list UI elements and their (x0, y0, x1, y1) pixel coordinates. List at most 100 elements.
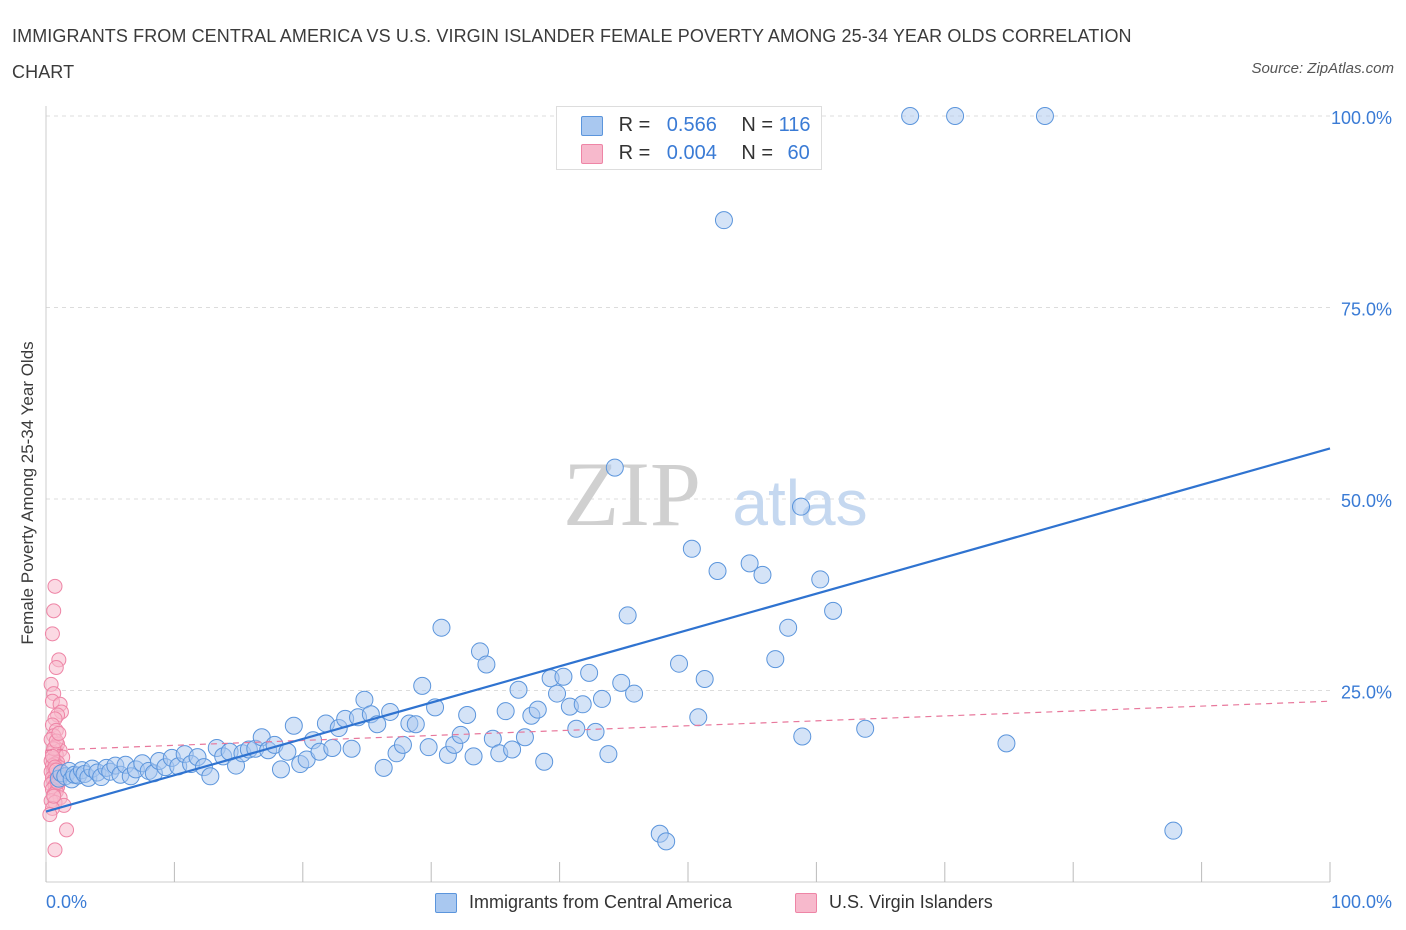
data-point-virgin-islanders (59, 822, 75, 838)
data-point-central-america (509, 680, 528, 699)
data-point-central-america (406, 715, 425, 734)
data-point-central-america (374, 758, 393, 777)
data-point-central-america (946, 107, 965, 125)
legend-swatch-pink (581, 143, 603, 164)
data-point-central-america (432, 618, 451, 637)
legend-r-label: R = (618, 142, 651, 164)
data-point-central-america (554, 667, 573, 686)
data-point-central-america (791, 497, 810, 516)
data-point-central-america (605, 458, 624, 477)
data-point-central-america (599, 745, 618, 764)
tick-labels: 25.0% 50.0% 75.0% 100.0% 0.0% 100.0% (46, 108, 1392, 912)
data-point-central-america (528, 700, 547, 719)
data-point-central-america (793, 727, 812, 746)
data-point-central-america (567, 719, 586, 738)
data-point-central-america (201, 767, 220, 786)
data-point-virgin-islanders (44, 626, 60, 642)
grid-lines (46, 115, 1330, 691)
correlation-legend: R = 0.566 N = 116 R = 0.004 N = 60 (556, 106, 822, 170)
data-point-central-america (580, 663, 599, 682)
legend-n-value: 60 (787, 142, 810, 164)
data-point-central-america (496, 702, 515, 721)
data-point-central-america (766, 650, 785, 669)
data-point-central-america (657, 832, 676, 851)
data-point-central-america (535, 752, 554, 771)
data-point-central-america (682, 539, 701, 558)
data-point-central-america (592, 689, 611, 708)
data-point-central-america (1164, 821, 1183, 840)
data-point-central-america (612, 673, 631, 692)
legend-swatch-blue (581, 115, 603, 136)
data-point-central-america (464, 747, 483, 766)
legend-n-label: N = (741, 142, 774, 164)
data-point-central-america (515, 728, 534, 747)
watermark-zip: ZIP (563, 443, 701, 545)
data-point-central-america (740, 554, 759, 573)
data-point-central-america (458, 706, 477, 725)
legend-row-central-america: R = 0.566 N = 116 (581, 113, 811, 137)
chart-title: IMMIGRANTS FROM CENTRAL AMERICA VS U.S. … (12, 26, 1132, 82)
legend-r-label: R = (618, 114, 651, 136)
data-point-central-america (997, 734, 1016, 753)
legend-r-value: 0.004 (666, 142, 717, 164)
data-point-central-america (824, 601, 843, 620)
data-point-central-america (779, 618, 798, 637)
y-tick-label: 100.0% (1331, 108, 1392, 128)
data-point-central-america (901, 107, 920, 125)
data-point-virgin-islanders (47, 578, 63, 594)
data-point-central-america (393, 735, 412, 754)
series-legend-label: Immigrants from Central America (469, 892, 733, 912)
data-point-virgin-islanders (48, 660, 64, 676)
data-point-virgin-islanders (46, 788, 62, 804)
y-tick-label: 25.0% (1341, 683, 1392, 703)
data-point-central-america (451, 725, 470, 744)
data-point-central-america (811, 570, 830, 589)
series-legend-label: U.S. Virgin Islanders (829, 892, 993, 912)
series-central-america-points (49, 107, 1183, 851)
data-point-virgin-islanders (51, 725, 67, 741)
data-point-central-america (670, 654, 689, 673)
legend-row-virgin-islanders: R = 0.004 N = 60 (581, 141, 819, 165)
trend-line-central-america (45, 447, 1331, 813)
data-point-central-america (323, 738, 342, 757)
trend-lines (45, 447, 1331, 813)
trend-line-virgin-islanders (45, 700, 1331, 751)
data-point-central-america (714, 211, 733, 230)
data-point-central-america (477, 655, 496, 674)
series-legend-swatch-pink (795, 893, 817, 914)
legend-n-label: N = (741, 114, 774, 136)
data-point-central-america (548, 684, 567, 703)
data-point-central-america (503, 740, 522, 759)
y-tick-label: 50.0% (1341, 491, 1392, 511)
data-point-central-america (708, 562, 727, 581)
legend-n-value: 116 (778, 114, 811, 136)
x-tick-label: 100.0% (1331, 892, 1392, 912)
data-point-central-america (1035, 107, 1054, 125)
data-point-central-america (586, 722, 605, 741)
data-point-central-america (695, 670, 714, 689)
data-point-central-america (689, 708, 708, 727)
data-point-central-america (573, 695, 592, 714)
data-point-central-america (753, 565, 772, 584)
data-point-virgin-islanders (47, 842, 63, 858)
data-point-central-america (271, 760, 290, 779)
data-point-central-america (284, 716, 303, 735)
series-legend-virgin-islanders: U.S. Virgin Islanders (795, 890, 993, 914)
data-point-central-america (413, 676, 432, 695)
data-point-central-america (856, 719, 875, 738)
data-point-central-america (625, 684, 644, 703)
data-point-central-america (618, 606, 637, 625)
series-legend: Immigrants from Central America U.S. Vir… (0, 890, 1406, 916)
data-point-central-america (342, 739, 361, 758)
series-legend-swatch-blue (435, 893, 457, 914)
data-point-central-america (419, 738, 438, 757)
legend-r-value: 0.566 (666, 114, 717, 136)
watermark: ZIP atlas (563, 443, 868, 545)
series-virgin-islanders-points (42, 578, 75, 858)
y-tick-label: 75.0% (1341, 300, 1392, 320)
series-legend-central-america: Immigrants from Central America (435, 890, 732, 914)
data-point-virgin-islanders (46, 603, 62, 619)
source-label: Source: ZipAtlas.com (1251, 60, 1394, 77)
x-tick-label: 0.0% (46, 892, 87, 912)
